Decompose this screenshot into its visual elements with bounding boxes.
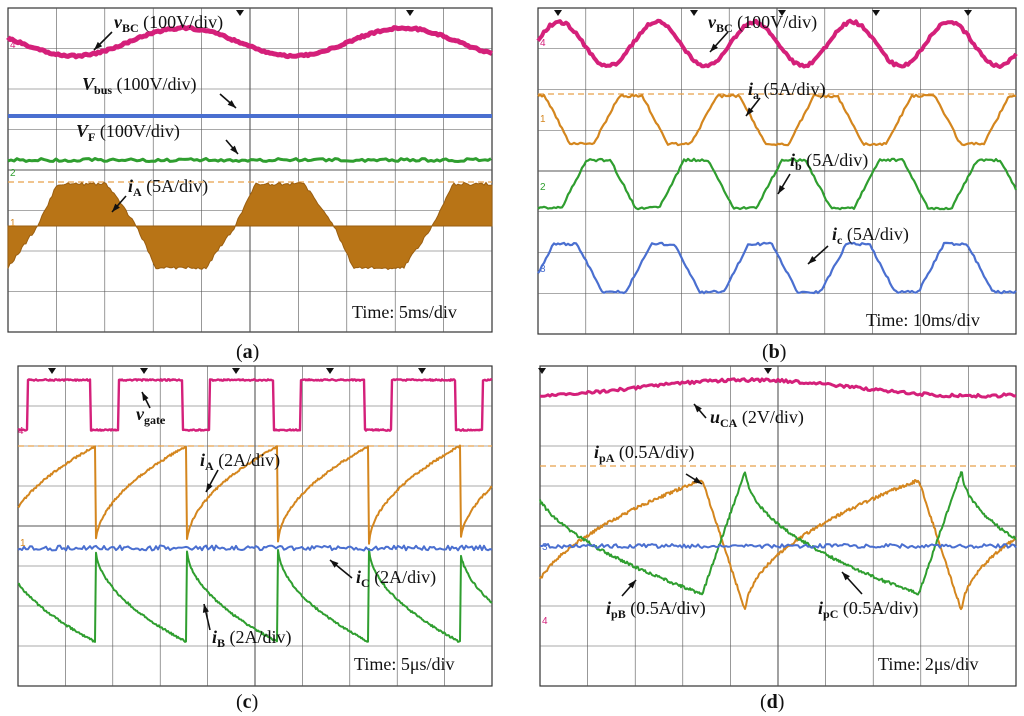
caption-b: (b) bbox=[762, 341, 786, 363]
time-c: Time: 5μs/div bbox=[354, 654, 455, 674]
channel-marker: 1 bbox=[540, 114, 546, 125]
label-b-ic: ic (5A/div) bbox=[832, 224, 909, 247]
caption-a: (a) bbox=[236, 341, 259, 363]
caption-c: (c) bbox=[236, 691, 258, 713]
caption-d: (d) bbox=[760, 691, 784, 713]
channel-marker: 3 bbox=[540, 264, 546, 275]
label-b-ia: ia (5A/div) bbox=[748, 79, 826, 102]
channel-marker: 4 bbox=[540, 38, 546, 49]
label-b-ib: ib (5A/div) bbox=[790, 150, 868, 173]
channel-marker: 2 bbox=[540, 182, 546, 193]
time-a: Time: 5ms/div bbox=[352, 302, 457, 322]
channel-marker: 4 bbox=[10, 40, 16, 51]
grids bbox=[8, 8, 1016, 686]
oscilloscope-figure: vBC (100V/div) Vbus (100V/div) VF (100V/… bbox=[0, 0, 1024, 716]
channel-marker: 2 bbox=[10, 168, 16, 179]
channel-marker: 1 bbox=[20, 538, 26, 549]
channel-marker: 1 bbox=[10, 218, 16, 229]
channel-marker: 3 bbox=[542, 542, 548, 553]
time-b: Time: 10ms/div bbox=[866, 310, 980, 330]
channel-marker: 4 bbox=[18, 426, 24, 437]
channel-marker: 4 bbox=[542, 616, 548, 627]
time-d: Time: 2μs/div bbox=[878, 654, 979, 674]
